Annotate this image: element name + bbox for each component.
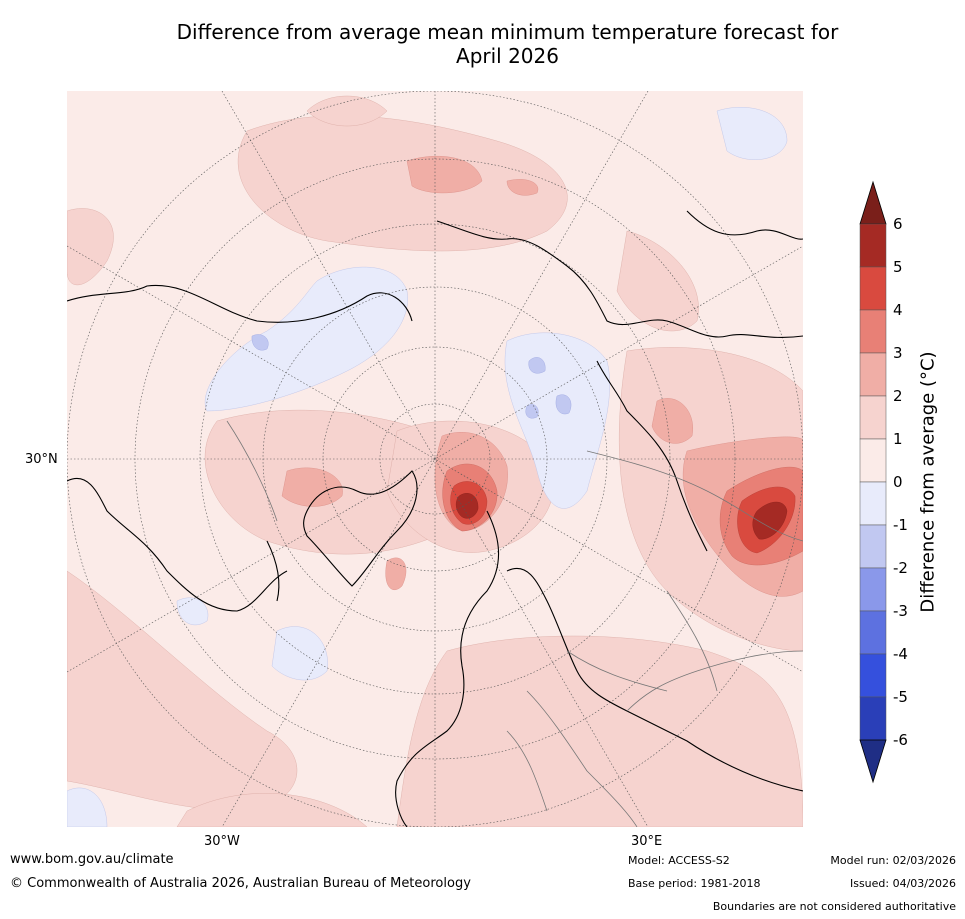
coastlines	[67, 210, 803, 827]
website-link[interactable]: www.bom.gov.au/climate	[10, 852, 174, 867]
model-run-text: Model run: 02/03/2026	[830, 854, 956, 867]
colorbar-bin	[859, 352, 887, 397]
colorbar-bin	[859, 567, 887, 612]
lat-label-30n: 30°N	[25, 452, 58, 467]
colorbar-label: Difference from average (°C)	[917, 351, 939, 613]
colorbar-bin	[859, 395, 887, 440]
colorbar-tick-label: 6	[893, 215, 903, 233]
colorbar-bin	[859, 524, 887, 569]
colorbar-tick-label: 0	[893, 473, 903, 491]
colorbar	[859, 180, 887, 784]
title-line-1: Difference from average mean minimum tem…	[176, 20, 839, 44]
colorbar-tick-label: 1	[893, 430, 903, 448]
colorbar-tick-label: 5	[893, 258, 903, 276]
colorbar-tick-label: -2	[893, 559, 908, 577]
colorbar-bin	[859, 266, 887, 311]
anomaly-neg-1-2	[251, 334, 572, 419]
colorbar-bin	[859, 438, 887, 483]
issued-text: Issued: 04/03/2026	[849, 877, 956, 890]
base-period-text: Base period: 1981-2018	[628, 877, 761, 890]
colorbar-over-triangle	[859, 180, 887, 225]
colorbar-bin	[859, 653, 887, 698]
map-svg	[67, 91, 803, 827]
colorbar-tick-label: -3	[893, 602, 908, 620]
colorbar-tick-label: -1	[893, 516, 908, 534]
colorbar-bin	[859, 223, 887, 268]
lon-label-30e: 30°E	[631, 834, 663, 849]
copyright-text: © Commonwealth of Australia 2026, Austra…	[10, 876, 471, 891]
lon-label-30w: 30°W	[204, 834, 240, 849]
model-text: Model: ACCESS-S2	[628, 854, 730, 867]
anomaly-1-2	[67, 95, 803, 827]
country-borders	[226, 420, 803, 827]
colorbar-tick-label: -5	[893, 688, 908, 706]
colorbar-tick-label: 3	[893, 344, 903, 362]
title-line-2: April 2026	[456, 44, 559, 68]
colorbar-tick-label: 4	[893, 301, 903, 319]
colorbar-tick-label: 2	[893, 387, 903, 405]
anomaly-neg-0-1	[67, 107, 788, 827]
map-title: Difference from average mean minimum tem…	[50, 20, 965, 68]
colorbar-under-triangle	[859, 739, 887, 784]
anomaly-5-6	[455, 493, 788, 540]
colorbar-bin	[859, 309, 887, 354]
colorbar-tick-label: -4	[893, 645, 908, 663]
graticule	[67, 91, 803, 827]
colorbar-tick-label: -6	[893, 731, 908, 749]
forecast-map	[67, 91, 803, 827]
colorbar-bins	[859, 223, 887, 741]
colorbar-bin	[859, 610, 887, 655]
colorbar-bin	[859, 481, 887, 526]
colorbar-bin	[859, 696, 887, 741]
disclaimer-text: Boundaries are not considered authoritat…	[712, 900, 956, 913]
